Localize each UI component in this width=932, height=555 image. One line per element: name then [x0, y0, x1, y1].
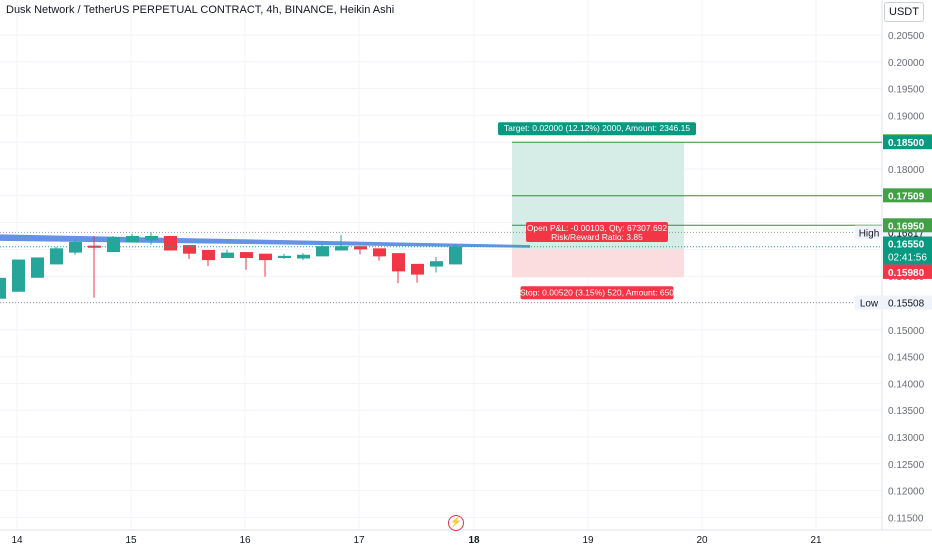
y-tick-label: 0.11500 [888, 513, 924, 524]
candle-body[interactable] [50, 248, 63, 265]
candle-body[interactable] [240, 252, 253, 258]
y-tick-label: 0.18000 [888, 165, 925, 176]
candle-body[interactable] [183, 245, 196, 254]
candle-body[interactable] [31, 257, 44, 278]
candle-body[interactable] [392, 253, 405, 272]
candle-body[interactable] [126, 236, 139, 243]
y-tick-label: 0.13500 [888, 406, 925, 417]
y-tick-label: 0.12500 [888, 460, 925, 471]
candle-body[interactable] [354, 246, 367, 250]
price-axis-label[interactable] [883, 218, 932, 233]
tradingview-logo-icon: ⚡ [448, 515, 464, 531]
candle-body[interactable] [0, 277, 6, 299]
stop-label[interactable] [520, 286, 674, 300]
y-tick-label: 0.19000 [888, 111, 925, 122]
price-axis-label[interactable] [883, 236, 932, 251]
candle-body[interactable] [12, 259, 25, 292]
candle-body[interactable] [297, 254, 310, 259]
candle-body[interactable] [373, 248, 386, 257]
countdown-text: 02:41:56 [888, 253, 927, 264]
candle-body[interactable] [88, 245, 101, 248]
low-tag-text: Low [860, 299, 879, 310]
position-info-label[interactable] [526, 222, 668, 242]
candle-body[interactable] [202, 249, 215, 261]
price-axis-label[interactable] [883, 135, 932, 150]
candle-body[interactable] [69, 241, 82, 253]
candle-body[interactable] [278, 255, 291, 258]
y-tick-label: 0.19500 [888, 85, 925, 96]
candle-body[interactable] [221, 252, 234, 258]
target-label[interactable] [498, 122, 696, 136]
candle-body[interactable] [430, 261, 443, 267]
low-value-tag [883, 295, 932, 310]
price-axis-label[interactable] [883, 264, 932, 279]
position-info-label-text: Open P&L: -0.00103, Qty: 67307.692 [527, 223, 668, 233]
high-value-text: 0.16817 [888, 228, 925, 239]
price-axis-label-text: 0.18500 [888, 138, 925, 149]
stop-label-text: Stop: 0.00520 (3.15%) 520, Amount: 650 [520, 287, 674, 297]
x-tick-label: 14 [11, 535, 23, 546]
y-tick-label: 0.12000 [888, 487, 925, 498]
x-tick-label: 15 [125, 535, 137, 546]
price-axis-label-text: 0.16550 [888, 240, 925, 251]
price-axis-label[interactable] [883, 188, 932, 203]
x-tick-label: 16 [239, 535, 251, 546]
price-axis-label-text: 0.15980 [888, 268, 925, 279]
candle-body[interactable] [259, 253, 272, 261]
y-tick-label: 0.13000 [888, 433, 925, 444]
target-label-text: Target: 0.02000 (12.12%) 2000, Amount: 2… [504, 123, 690, 133]
candle-body[interactable] [145, 236, 158, 241]
price-axis-label-text: 0.16950 [888, 221, 925, 232]
x-tick-label: 21 [810, 535, 822, 546]
countdown-tag [883, 249, 932, 264]
x-tick-label: 19 [582, 535, 594, 546]
x-tick-label: 20 [696, 535, 708, 546]
low-tag [855, 295, 883, 310]
low-value-text: 0.15508 [888, 299, 925, 310]
high-tag-text: High [859, 228, 880, 239]
candle-body[interactable] [449, 246, 462, 265]
x-tick-label: 17 [353, 535, 365, 546]
y-tick-label: 0.15000 [888, 326, 925, 337]
y-tick-label: 0.20000 [888, 58, 925, 69]
candle-body[interactable] [107, 237, 120, 253]
candle-body[interactable] [335, 246, 348, 251]
price-axis-label-text: 0.17509 [888, 191, 925, 202]
x-tick-label: 18 [468, 535, 480, 546]
y-tick-label: 0.20500 [888, 31, 925, 42]
chart-title: Dusk Network / TetherUS PERPETUAL CONTRA… [6, 4, 395, 16]
y-tick-label: 0.14000 [888, 379, 925, 390]
y-tick-label: 0.14500 [888, 353, 925, 364]
loss-zone[interactable] [512, 249, 684, 278]
candle-body[interactable] [316, 246, 329, 257]
high-tag [855, 225, 883, 240]
position-info-label-text: Risk/Reward Ratio: 3.85 [551, 232, 643, 242]
currency-button[interactable]: USDT [884, 2, 924, 22]
candle-body[interactable] [411, 263, 424, 275]
candle-body[interactable] [164, 236, 177, 251]
